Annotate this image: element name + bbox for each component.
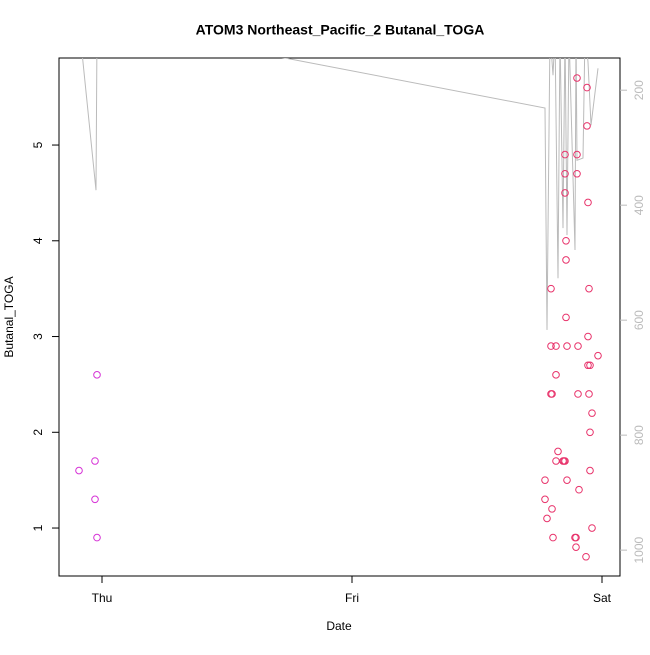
data-point	[554, 447, 562, 456]
data-point	[586, 361, 594, 370]
data-point	[541, 476, 549, 484]
y-tick-label: 5	[31, 141, 45, 148]
data-point	[572, 533, 580, 542]
data-point	[547, 342, 555, 350]
x-tick-label: Thu	[92, 591, 113, 605]
data-point	[584, 332, 592, 341]
data-point	[552, 457, 560, 465]
data-point	[561, 189, 569, 197]
data-point	[548, 390, 556, 398]
data-point	[93, 533, 101, 542]
data-point	[585, 284, 593, 293]
data-point	[563, 342, 571, 350]
data-point	[594, 351, 602, 360]
y2-tick-label: 800	[632, 425, 646, 445]
data-point	[552, 342, 560, 350]
data-point	[586, 428, 594, 437]
data-point	[582, 552, 590, 561]
data-point	[562, 256, 570, 264]
data-point	[573, 74, 581, 82]
chart-title: ATOM3 Northeast_Pacific_2 Butanal_TOGA	[196, 22, 485, 38]
data-point	[574, 390, 582, 398]
x-axis-label: Date	[326, 619, 352, 633]
y2-tick-label: 400	[632, 195, 646, 215]
data-point	[573, 150, 581, 159]
y-tick-label: 2	[31, 429, 45, 436]
data-line	[82, 58, 599, 330]
data-point	[573, 169, 581, 178]
data-point	[91, 495, 99, 504]
x-tick-label: Fri	[345, 591, 359, 605]
data-point	[583, 83, 591, 92]
y2-tick-label: 1000	[632, 536, 646, 563]
y2-tick-label: 200	[632, 80, 646, 100]
y-axis-label: Butanal_TOGA	[2, 276, 16, 357]
y-tick-label: 3	[31, 333, 45, 340]
data-point	[572, 543, 580, 551]
data-point	[549, 533, 557, 542]
data-point	[588, 524, 596, 532]
y-tick-label: 1	[31, 524, 45, 531]
data-point	[583, 122, 591, 130]
data-point	[548, 505, 556, 513]
data-point	[93, 371, 101, 379]
data-point	[574, 342, 582, 350]
data-point	[586, 466, 594, 475]
plot-area	[75, 58, 602, 561]
data-point	[588, 409, 596, 417]
data-point	[561, 169, 569, 178]
data-point	[562, 236, 570, 245]
data-point	[561, 150, 569, 159]
data-point	[575, 485, 583, 494]
data-point	[541, 495, 549, 504]
data-point	[584, 361, 592, 370]
data-point	[560, 457, 568, 465]
data-point	[91, 457, 99, 465]
data-point	[584, 198, 592, 207]
data-point	[562, 313, 570, 322]
x-tick-label: Sat	[593, 591, 612, 605]
y2-tick-label: 600	[632, 310, 646, 330]
data-point	[547, 284, 555, 293]
y-tick-label: 4	[31, 237, 45, 244]
plot-frame	[58, 57, 621, 577]
data-point	[75, 466, 83, 475]
data-point	[563, 476, 571, 484]
data-point	[543, 514, 551, 523]
data-point	[585, 390, 593, 398]
data-point	[552, 371, 560, 379]
